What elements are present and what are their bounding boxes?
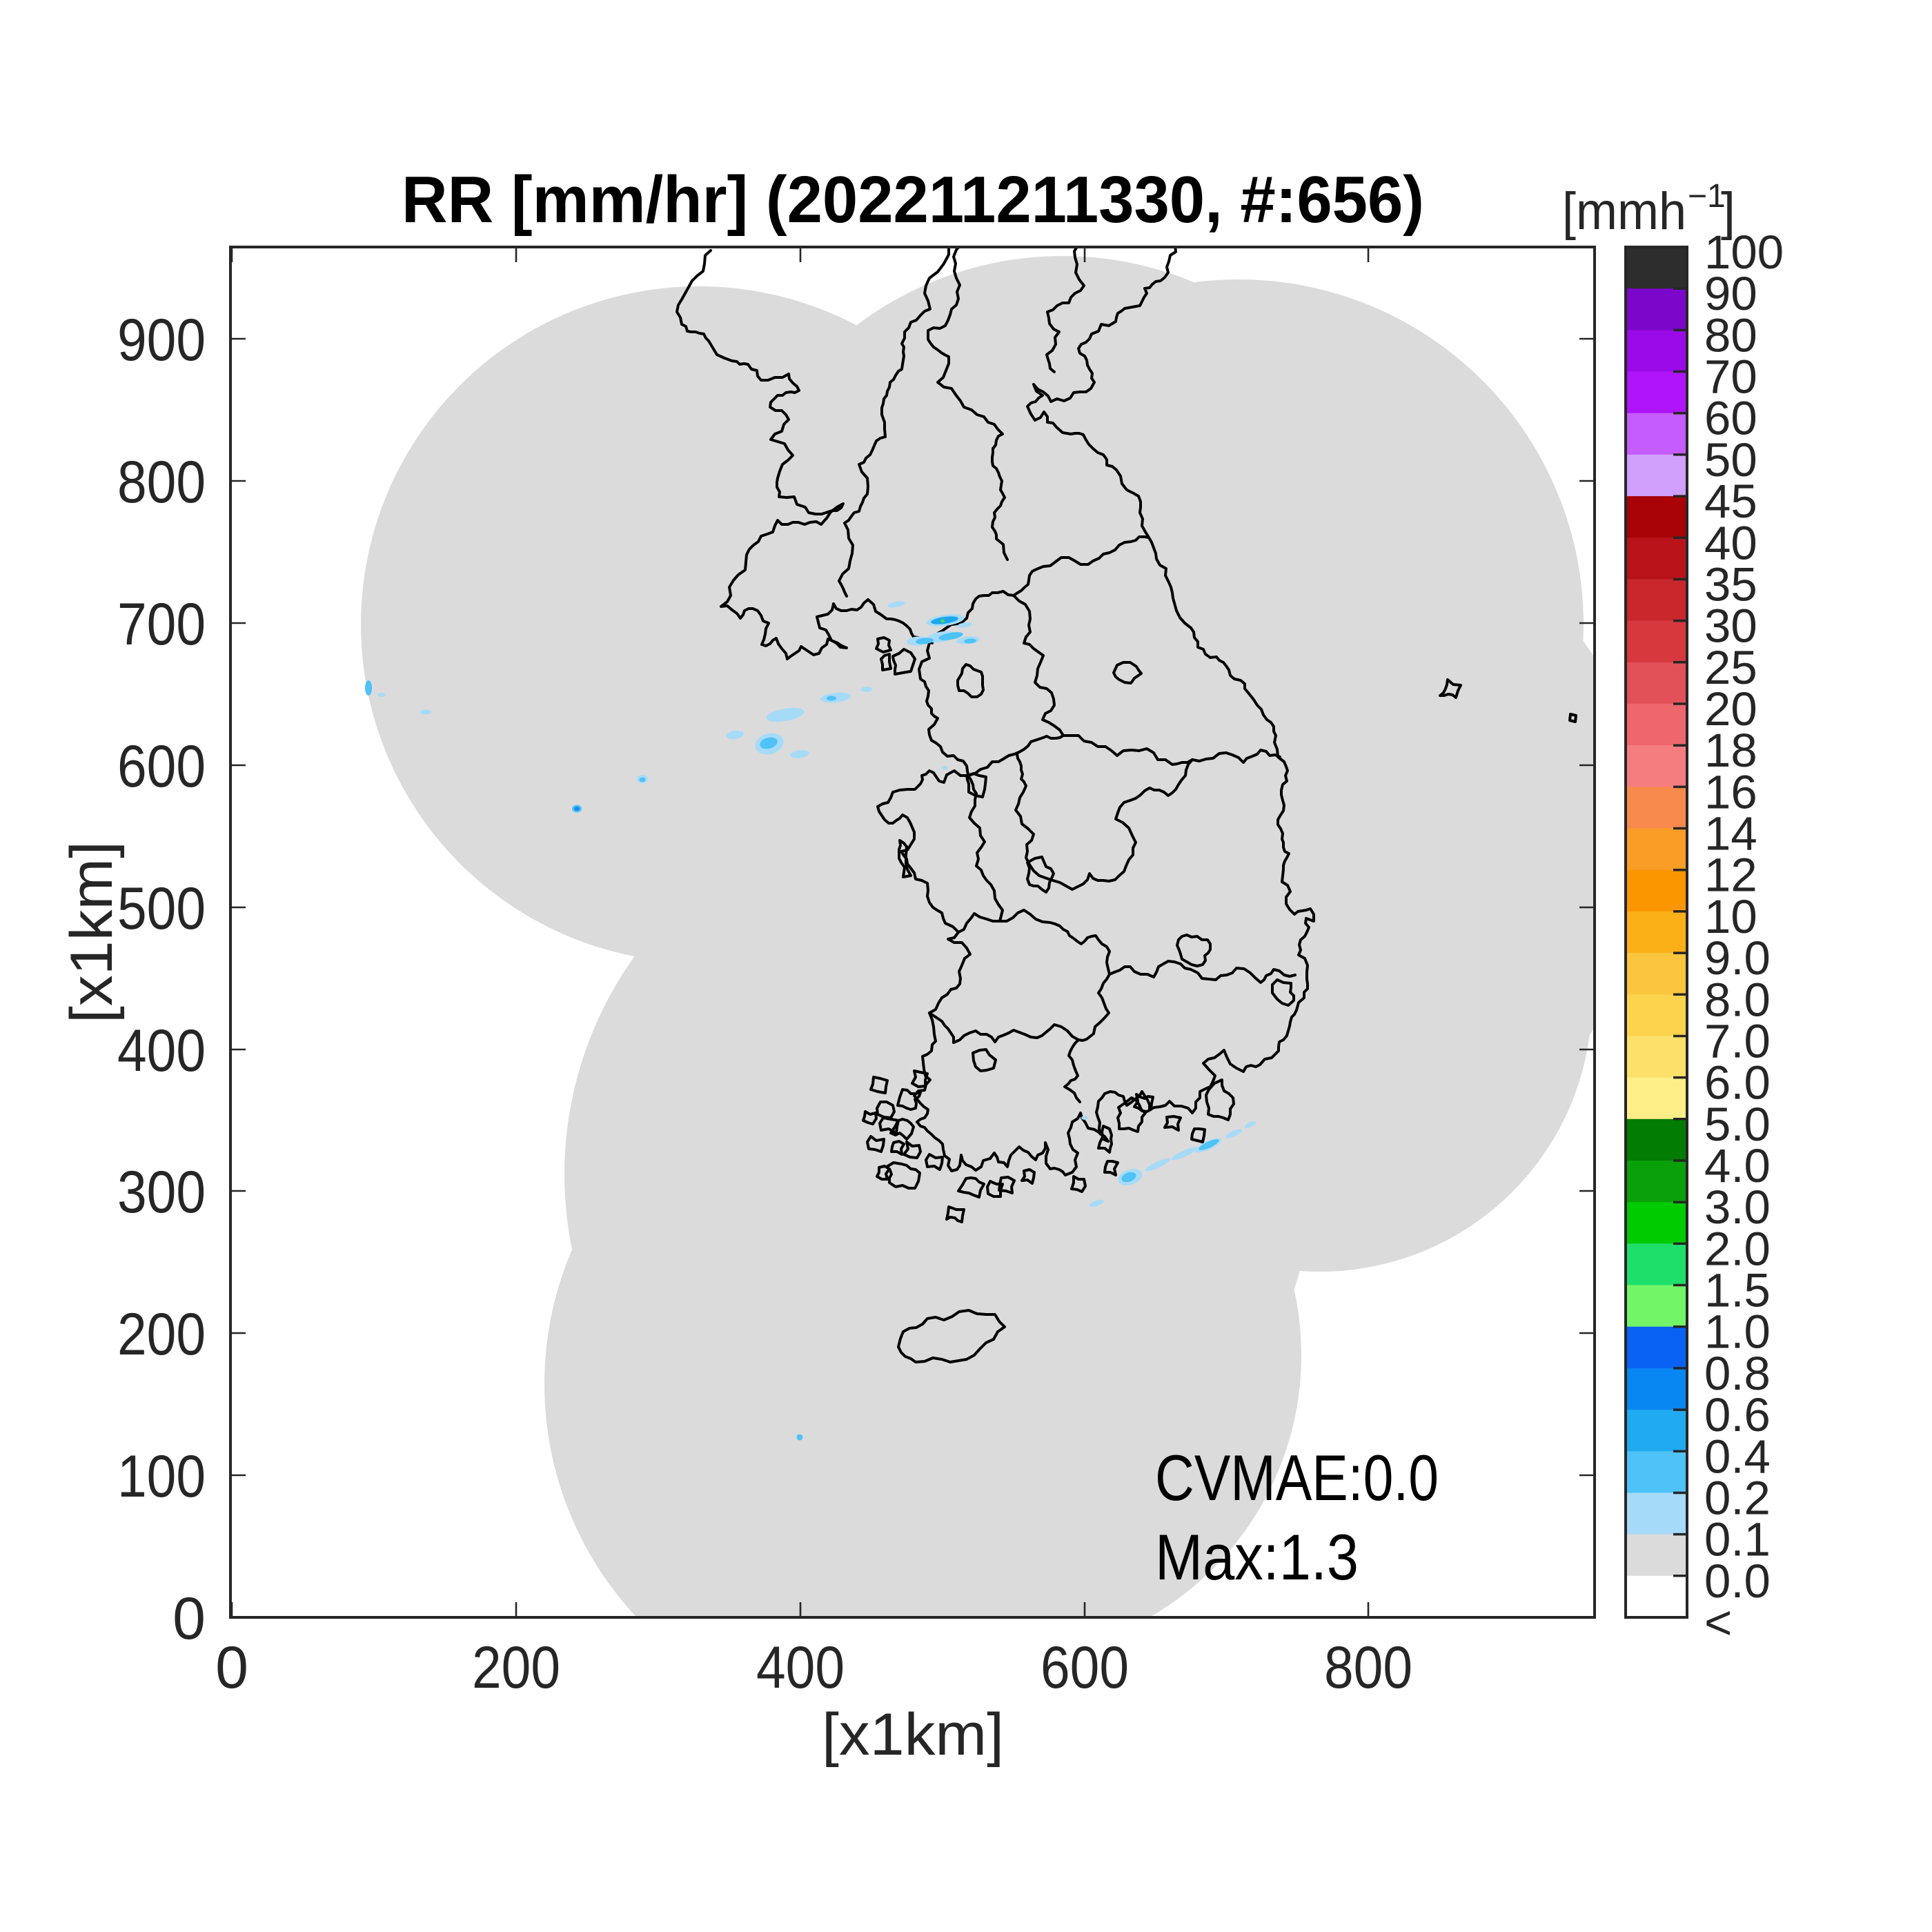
svg-text:CVMAE:0.0: CVMAE:0.0 — [1155, 1441, 1439, 1514]
svg-text:[x1km]: [x1km] — [822, 1702, 1004, 1768]
svg-text:500: 500 — [117, 876, 206, 942]
svg-text:−1: −1 — [1688, 178, 1726, 215]
svg-text:400: 400 — [117, 1018, 206, 1084]
svg-text:]: ] — [1721, 182, 1735, 241]
svg-text:1.0: 1.0 — [1704, 1305, 1771, 1359]
svg-text:45: 45 — [1704, 475, 1757, 528]
svg-text:0.1: 0.1 — [1704, 1513, 1771, 1566]
svg-text:4.0: 4.0 — [1704, 1139, 1771, 1192]
svg-text:800: 800 — [117, 449, 206, 515]
svg-text:16: 16 — [1704, 765, 1757, 818]
svg-text:90: 90 — [1704, 267, 1757, 320]
svg-text:12: 12 — [1704, 849, 1757, 902]
svg-text:14: 14 — [1704, 807, 1757, 860]
svg-text:600: 600 — [117, 733, 206, 800]
svg-text:6.0: 6.0 — [1704, 1056, 1771, 1110]
svg-text:0.0: 0.0 — [1704, 1555, 1771, 1608]
svg-text:10: 10 — [1704, 890, 1757, 943]
svg-text:200: 200 — [472, 1635, 560, 1701]
svg-text:700: 700 — [117, 591, 206, 658]
svg-text:600: 600 — [1041, 1635, 1129, 1701]
svg-text:20: 20 — [1704, 682, 1757, 736]
svg-text:100: 100 — [1704, 226, 1784, 279]
svg-text:8.0: 8.0 — [1704, 973, 1771, 1026]
svg-text:300: 300 — [117, 1159, 206, 1225]
svg-text:[x1km]: [x1km] — [59, 841, 125, 1023]
svg-text:0.2: 0.2 — [1704, 1472, 1771, 1525]
svg-text:400: 400 — [756, 1635, 845, 1701]
svg-text:60: 60 — [1704, 392, 1757, 445]
svg-text:Max:1.3: Max:1.3 — [1155, 1521, 1359, 1593]
svg-text:0: 0 — [215, 1635, 248, 1701]
svg-text:35: 35 — [1704, 558, 1757, 611]
svg-text:0.8: 0.8 — [1704, 1347, 1771, 1400]
svg-text:18: 18 — [1704, 724, 1757, 777]
svg-text:5.0: 5.0 — [1704, 1098, 1771, 1151]
svg-text:800: 800 — [1324, 1635, 1412, 1701]
svg-text:70: 70 — [1704, 351, 1757, 404]
svg-text:<: < — [1704, 1596, 1732, 1649]
svg-text:30: 30 — [1704, 600, 1757, 653]
svg-text:3.0: 3.0 — [1704, 1181, 1771, 1234]
svg-text:[mmh: [mmh — [1562, 182, 1686, 241]
svg-text:80: 80 — [1704, 308, 1757, 362]
svg-text:0.4: 0.4 — [1704, 1430, 1771, 1483]
svg-text:200: 200 — [117, 1301, 206, 1368]
svg-text:RR [mm/hr] (202211211330, #:65: RR [mm/hr] (202211211330, #:656) — [402, 163, 1424, 237]
svg-text:900: 900 — [117, 307, 206, 373]
svg-text:100: 100 — [117, 1443, 206, 1510]
svg-text:25: 25 — [1704, 641, 1757, 694]
svg-text:0: 0 — [172, 1586, 206, 1652]
svg-text:40: 40 — [1704, 516, 1757, 569]
svg-text:7.0: 7.0 — [1704, 1015, 1771, 1068]
svg-text:9.0: 9.0 — [1704, 931, 1771, 985]
svg-text:0.6: 0.6 — [1704, 1388, 1771, 1441]
svg-text:2.0: 2.0 — [1704, 1222, 1771, 1275]
svg-text:50: 50 — [1704, 433, 1757, 486]
svg-text:1.5: 1.5 — [1704, 1264, 1771, 1317]
